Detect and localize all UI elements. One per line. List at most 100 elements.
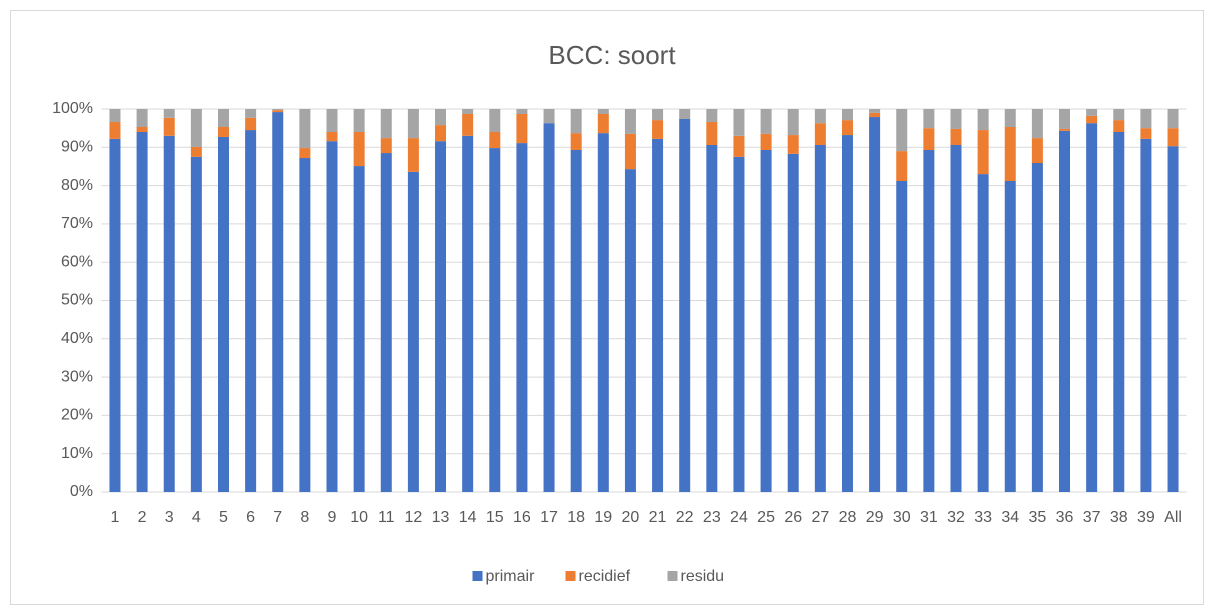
bar-segment — [733, 109, 745, 136]
bar-segment — [570, 109, 582, 134]
bar-segment — [787, 135, 799, 154]
x-tick-label: 21 — [649, 509, 667, 526]
bar-segment — [869, 112, 881, 118]
bar-segment — [570, 149, 582, 492]
bar-segment — [733, 135, 745, 157]
bar-segment — [1140, 138, 1152, 492]
bar-segment — [462, 113, 474, 136]
bar-segment — [652, 120, 664, 139]
bar-segment — [950, 109, 962, 129]
bar-segment — [869, 109, 881, 113]
legend-swatch — [667, 571, 678, 581]
x-tick-label: 35 — [1028, 509, 1046, 526]
x-tick-label: 5 — [219, 509, 228, 526]
bar-segment — [516, 143, 528, 492]
x-tick-label: 23 — [703, 509, 721, 526]
bar-segment — [435, 141, 447, 492]
bar-segment — [272, 109, 284, 111]
bar-segment — [1086, 123, 1098, 493]
bar-segment — [706, 145, 718, 492]
bar-segment — [109, 122, 121, 139]
x-tick-label: 30 — [893, 509, 911, 526]
bar-segment — [624, 109, 636, 134]
x-tick-label: 20 — [622, 509, 640, 526]
x-tick-label: 29 — [866, 509, 884, 526]
bar-segment — [841, 109, 853, 121]
bar-segment — [1167, 109, 1179, 129]
bar-segment — [109, 109, 121, 123]
bar-segment — [896, 151, 908, 182]
bar-segment — [950, 145, 962, 492]
bar-segment — [1004, 127, 1016, 182]
x-tick-label: 31 — [920, 509, 938, 526]
y-tick-label: 10% — [61, 445, 93, 462]
bar-segment — [679, 118, 691, 492]
bar-segment — [597, 133, 609, 492]
bar-segment — [1086, 115, 1098, 124]
x-tick-label: 10 — [350, 509, 368, 526]
bar-segment — [1059, 130, 1071, 492]
x-tick-label: 25 — [757, 509, 775, 526]
bar-segment — [624, 133, 636, 170]
bar-segment — [380, 109, 392, 139]
bar-segment — [570, 133, 582, 150]
bar-segment — [190, 146, 202, 157]
bar-segment — [516, 109, 528, 114]
x-tick-label: 19 — [594, 509, 612, 526]
x-tick-label: 16 — [513, 509, 531, 526]
bar-segment — [787, 109, 799, 136]
y-tick-label: 100% — [52, 100, 93, 117]
bar-segment — [1167, 128, 1179, 147]
x-tick-label: 15 — [486, 509, 504, 526]
bar-segment — [109, 138, 121, 492]
bar-segment — [760, 149, 772, 492]
bar-segment — [462, 109, 474, 114]
y-tick-label: 60% — [61, 253, 93, 270]
y-tick-label: 20% — [61, 407, 93, 424]
bar-segment — [1059, 109, 1071, 129]
x-tick-label: 11 — [378, 509, 395, 526]
bar-segment — [136, 127, 148, 132]
bar-segment — [841, 135, 853, 492]
bar-segment — [1140, 128, 1152, 139]
legend-swatch — [472, 571, 483, 581]
bar-segment — [217, 109, 229, 128]
bar-segment — [163, 109, 175, 118]
bar-segment — [1113, 109, 1125, 121]
y-tick-label: 80% — [61, 177, 93, 194]
bar-segment — [760, 133, 772, 150]
chart-title: BCC: soort — [548, 40, 676, 70]
x-tick-label: 34 — [1001, 509, 1019, 526]
x-tick-label: 9 — [328, 509, 337, 526]
bar-segment — [787, 153, 799, 492]
bar-segment — [1140, 109, 1152, 129]
bar-segment — [272, 110, 284, 113]
x-tick-label: 33 — [974, 509, 992, 526]
bar-segment — [1004, 109, 1016, 128]
bar-segment — [652, 109, 664, 121]
x-tick-label: 2 — [138, 509, 147, 526]
y-tick-label: 30% — [61, 368, 93, 385]
bar-segment — [353, 131, 365, 167]
bar-segment — [380, 138, 392, 154]
bar-segment — [190, 156, 202, 492]
bar-segment — [1167, 146, 1179, 492]
bar-segment — [896, 181, 908, 492]
bar-segment — [652, 138, 664, 492]
x-tick-label: 3 — [165, 509, 174, 526]
bar-segment — [1113, 131, 1125, 493]
bar-segment — [1004, 181, 1016, 492]
x-tick-label: 7 — [273, 509, 282, 526]
bar-segment — [869, 117, 881, 492]
bar-segment — [245, 109, 257, 118]
y-tick-label: 40% — [61, 330, 93, 347]
x-tick-label: 18 — [567, 509, 585, 526]
x-tick-label: 26 — [784, 509, 802, 526]
bar-segment — [814, 123, 826, 146]
bar-segment — [435, 109, 447, 126]
bar-segment — [163, 135, 175, 492]
bar-segment — [489, 148, 501, 493]
bar-segment — [950, 128, 962, 146]
x-tick-label: 4 — [192, 509, 201, 526]
